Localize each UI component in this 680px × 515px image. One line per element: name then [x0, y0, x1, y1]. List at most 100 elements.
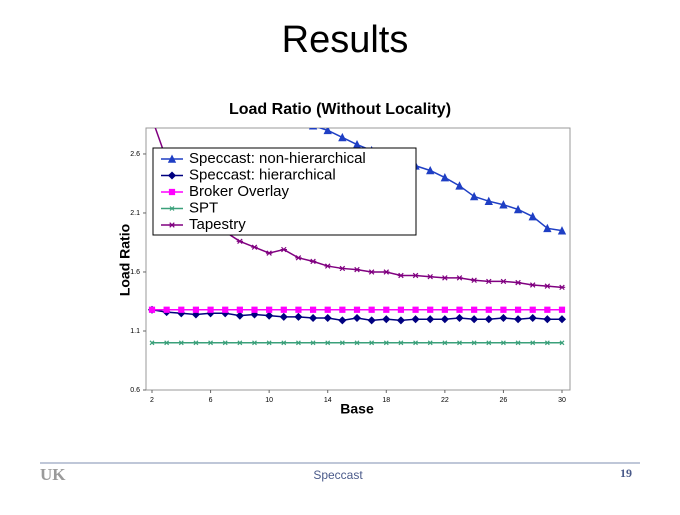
- marker: [338, 316, 347, 325]
- marker: [280, 246, 287, 253]
- x-tick-label: 18: [382, 397, 390, 404]
- marker: [168, 188, 176, 196]
- marker: [514, 279, 522, 286]
- footer-text: Speccast: [313, 468, 363, 482]
- marker: [413, 340, 418, 346]
- marker: [178, 9, 184, 15]
- marker: [442, 340, 448, 346]
- marker: [193, 33, 199, 39]
- marker: [383, 306, 390, 313]
- marker: [207, 306, 214, 313]
- marker: [383, 340, 389, 346]
- marker: [149, 340, 155, 346]
- marker: [353, 306, 361, 313]
- marker: [222, 340, 228, 346]
- marker: [499, 313, 508, 323]
- marker: [398, 340, 404, 346]
- marker: [339, 306, 346, 313]
- marker: [470, 315, 479, 324]
- marker: [323, 128, 332, 135]
- marker: [396, 316, 405, 325]
- marker: [148, 306, 156, 313]
- marker: [469, 191, 479, 201]
- marker: [514, 306, 522, 313]
- marker: [308, 128, 318, 130]
- marker: [426, 165, 435, 175]
- marker: [529, 282, 536, 288]
- marker: [557, 315, 567, 324]
- marker: [382, 315, 391, 324]
- marker: [279, 312, 288, 321]
- marker: [500, 306, 507, 313]
- marker: [250, 310, 259, 319]
- marker: [251, 306, 258, 313]
- marker: [515, 340, 521, 346]
- legend-label: Tapestry: [189, 216, 246, 233]
- marker: [484, 315, 493, 324]
- y-tick-label: 1.6: [130, 269, 140, 276]
- marker: [456, 275, 463, 281]
- marker: [339, 265, 346, 272]
- chart-title: Load Ratio (Without Locality): [229, 101, 451, 118]
- y-axis-label: Load Ratio: [117, 224, 133, 296]
- marker: [266, 306, 273, 313]
- marker: [163, 306, 170, 313]
- marker: [368, 269, 375, 275]
- marker: [514, 315, 523, 324]
- marker: [178, 306, 185, 313]
- marker: [383, 269, 390, 275]
- marker: [412, 272, 419, 279]
- marker: [309, 313, 318, 323]
- marker: [486, 340, 492, 346]
- marker: [470, 277, 478, 283]
- marker: [397, 272, 405, 279]
- marker: [296, 340, 301, 346]
- legend-box: [152, 147, 417, 236]
- marker: [324, 263, 331, 269]
- marker: [544, 306, 551, 313]
- marker: [222, 306, 229, 313]
- marker: [237, 80, 243, 86]
- marker: [557, 226, 567, 235]
- x-tick-label: 26: [500, 397, 508, 404]
- marker: [543, 315, 552, 324]
- marker: [167, 171, 177, 180]
- marker: [367, 316, 376, 325]
- marker: [222, 68, 228, 74]
- marker: [369, 340, 375, 346]
- marker: [352, 313, 362, 323]
- marker: [485, 306, 492, 313]
- marker: [558, 306, 566, 313]
- marker: [324, 306, 331, 313]
- marker: [168, 222, 176, 228]
- marker: [281, 340, 287, 346]
- marker: [513, 204, 523, 214]
- marker: [295, 306, 302, 313]
- marker: [266, 340, 272, 346]
- slide-title: Results: [282, 19, 409, 61]
- marker: [339, 340, 345, 346]
- x-tick-label: 6: [209, 397, 213, 404]
- marker: [295, 255, 302, 261]
- marker: [441, 275, 449, 281]
- marker: [251, 244, 258, 250]
- marker: [265, 250, 273, 256]
- marker: [456, 306, 463, 313]
- marker: [528, 211, 537, 221]
- marker: [235, 311, 244, 320]
- marker: [192, 306, 200, 313]
- x-tick-label: 10: [265, 397, 273, 404]
- marker: [530, 340, 536, 346]
- marker: [427, 273, 434, 280]
- marker: [309, 306, 317, 313]
- page-number: 19: [620, 466, 632, 480]
- y-tick-label: 1.1: [130, 328, 140, 335]
- y-tick-label: 0.6: [130, 387, 140, 394]
- x-axis-label: Base: [340, 401, 374, 417]
- marker: [237, 340, 243, 346]
- marker: [325, 340, 331, 346]
- legend-label: Speccast: hierarchical: [189, 166, 336, 183]
- marker: [309, 258, 317, 265]
